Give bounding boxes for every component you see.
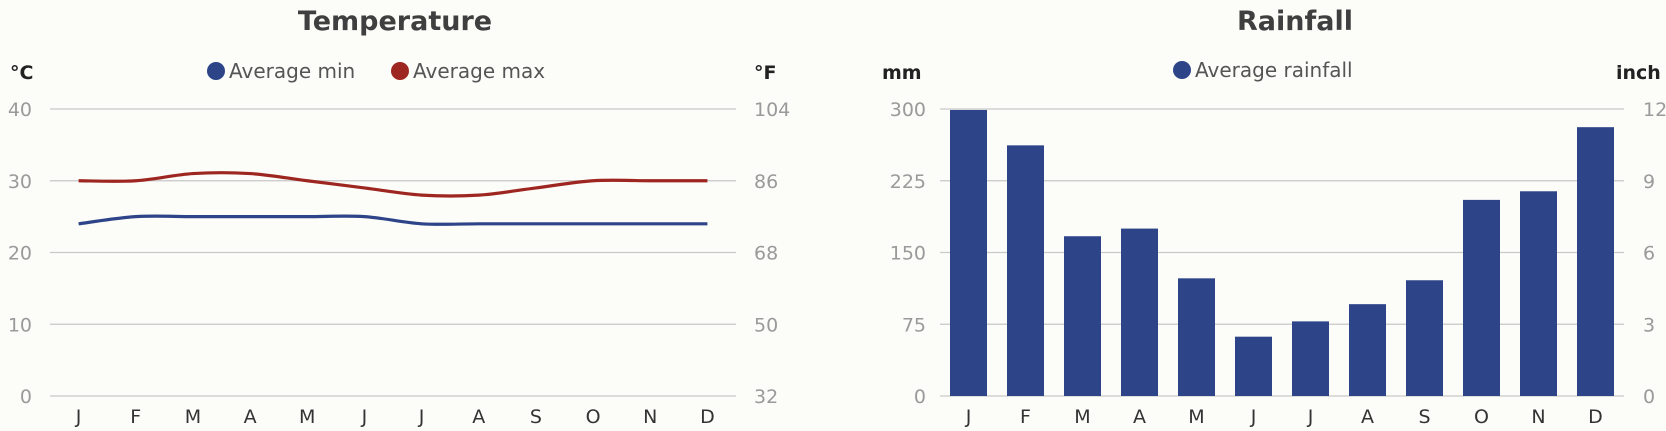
data-point[interactable] (473, 218, 485, 230)
left-tick-label: 225 (890, 171, 926, 193)
rainfall-bar[interactable] (1577, 127, 1614, 396)
x-tick-label: A (1133, 406, 1146, 428)
x-tick-label: D (1588, 406, 1603, 428)
x-tick-label: N (643, 406, 657, 428)
right-tick-label: 32 (754, 386, 778, 408)
rainfall-plot: 0 0 75 3 150 6 225 9 300 12 J F M A M J J A S O N D (890, 99, 1666, 428)
left-tick-label: 30 (8, 171, 32, 193)
data-point[interactable] (530, 182, 542, 194)
data-point[interactable] (187, 211, 199, 223)
left-tick-label: 300 (890, 99, 926, 121)
legend-average-rainfall-label[interactable]: Average rainfall (1195, 58, 1353, 82)
data-point[interactable] (244, 211, 256, 223)
x-tick-label: J (965, 406, 972, 428)
left-tick-label: 10 (8, 314, 32, 336)
x-tick-label: M (185, 406, 201, 428)
x-tick-label: J (418, 406, 425, 428)
data-point[interactable] (301, 175, 313, 187)
rainfall-right-unit: inch (1616, 62, 1661, 84)
temperature-plot: 0 32 10 50 20 68 30 86 40 104 J F M A M J J A S O N D (8, 99, 790, 428)
data-point[interactable] (701, 218, 713, 230)
legend-average-rainfall-marker[interactable] (1173, 61, 1191, 79)
x-tick-label: M (1074, 406, 1090, 428)
left-tick-label: 20 (8, 243, 32, 265)
x-tick-label: J (1250, 406, 1257, 428)
x-tick-label: O (1474, 406, 1489, 428)
data-point[interactable] (587, 175, 599, 187)
series-line-average-min[interactable] (78, 214, 708, 226)
right-tick-label: 68 (754, 243, 778, 265)
x-tick-label: N (1531, 406, 1545, 428)
data-point[interactable] (416, 189, 428, 201)
data-point[interactable] (244, 168, 256, 180)
right-tick-label: 12 (1643, 99, 1666, 121)
x-tick-label: O (586, 406, 601, 428)
rainfall-bar[interactable] (1235, 336, 1272, 396)
rainfall-bar[interactable] (1292, 321, 1329, 396)
data-point[interactable] (530, 218, 542, 230)
rainfall-bar[interactable] (1007, 145, 1044, 396)
left-tick-label: 75 (902, 314, 926, 336)
data-point[interactable] (73, 175, 85, 187)
series-line-average-max[interactable] (78, 171, 708, 198)
data-point[interactable] (358, 211, 370, 223)
x-tick-label: S (530, 406, 542, 428)
x-tick-label: M (299, 406, 315, 428)
rainfall-bar[interactable] (950, 109, 987, 396)
data-point[interactable] (587, 218, 599, 230)
legend-average-min-marker[interactable] (207, 62, 225, 80)
right-tick-label: 9 (1643, 171, 1655, 193)
rainfall-bar[interactable] (1406, 280, 1443, 396)
right-tick-label: 50 (754, 314, 778, 336)
left-tick-label: 150 (890, 243, 926, 265)
x-tick-label: F (1020, 406, 1031, 428)
x-tick-label: A (1361, 406, 1374, 428)
rainfall-bar[interactable] (1463, 199, 1500, 396)
data-point[interactable] (416, 218, 428, 230)
right-tick-label: 104 (754, 99, 790, 121)
data-point[interactable] (130, 211, 142, 223)
data-point[interactable] (301, 211, 313, 223)
x-tick-label: M (1188, 406, 1204, 428)
data-point[interactable] (644, 175, 656, 187)
data-point[interactable] (130, 175, 142, 187)
rainfall-bar[interactable] (1520, 191, 1557, 396)
data-point[interactable] (73, 218, 85, 230)
legend-average-min-label[interactable]: Average min (229, 59, 355, 83)
right-tick-label: 86 (754, 171, 778, 193)
temperature-right-unit: °F (754, 62, 776, 84)
x-tick-label: D (700, 406, 715, 428)
rainfall-bar[interactable] (1349, 304, 1386, 396)
right-tick-label: 3 (1643, 314, 1655, 336)
x-tick-label: F (130, 406, 141, 428)
left-tick-label: 40 (8, 99, 32, 121)
right-tick-label: 0 (1643, 386, 1655, 408)
data-point[interactable] (644, 218, 656, 230)
rainfall-bar[interactable] (1178, 278, 1215, 396)
x-tick-label: A (472, 406, 485, 428)
temperature-left-unit: °C (10, 62, 33, 84)
x-tick-label: J (361, 406, 368, 428)
data-point[interactable] (473, 189, 485, 201)
left-tick-label: 0 (914, 386, 926, 408)
data-point[interactable] (187, 168, 199, 180)
x-tick-label: J (1307, 406, 1314, 428)
rainfall-bar[interactable] (1064, 236, 1101, 396)
rainfall-title: Rainfall (1237, 6, 1353, 37)
legend-average-max-label[interactable]: Average max (413, 59, 545, 83)
x-tick-label: A (244, 406, 257, 428)
rainfall-left-unit: mm (882, 62, 922, 84)
right-tick-label: 6 (1643, 243, 1655, 265)
x-tick-label: S (1418, 406, 1430, 428)
legend-average-max-marker[interactable] (391, 62, 409, 80)
data-point[interactable] (701, 175, 713, 187)
rainfall-bar[interactable] (1121, 228, 1158, 396)
left-tick-label: 0 (20, 386, 32, 408)
x-tick-label: J (75, 406, 82, 428)
temperature-title: Temperature (298, 6, 492, 37)
data-point[interactable] (358, 182, 370, 194)
